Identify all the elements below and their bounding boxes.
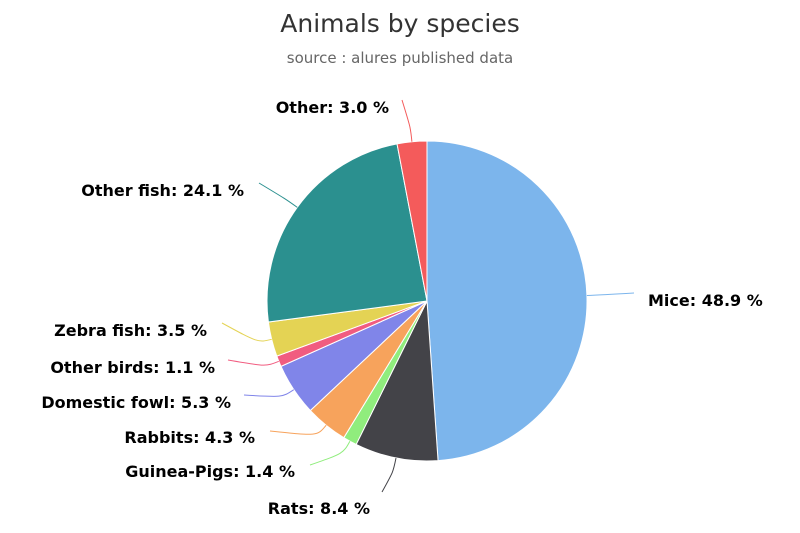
slice-label-rabbits: Rabbits: 4.3 % (124, 428, 255, 447)
pie-slice-mice[interactable] (426, 140, 588, 462)
connector-line (269, 424, 327, 435)
connector-line (221, 322, 272, 342)
connector-line (258, 182, 298, 208)
slice-label-mice: Mice: 48.9 % (648, 291, 763, 310)
slice-label-rats: Rats: 8.4 % (268, 499, 370, 518)
connector-line (381, 457, 397, 493)
connector-line (586, 292, 635, 296)
pie-slice-other-fish[interactable] (266, 143, 428, 323)
slice-label-other: Other: 3.0 % (276, 98, 389, 117)
slice-label-zebra-fish: Zebra fish: 3.5 % (54, 321, 207, 340)
slice-labels: Mice: 48.9 % Rats: 8.4 % Guinea-Pigs: 1.4 … (41, 98, 762, 518)
label-connectors (221, 99, 635, 493)
pie-slice-other[interactable] (396, 140, 428, 302)
pie-slice-rats[interactable] (355, 299, 439, 462)
slice-label-other-birds: Other birds: 1.1 % (50, 358, 215, 377)
slice-label-other-fish: Other fish: 24.1 % (81, 181, 244, 200)
chart-subtitle: source : alures published data (287, 49, 513, 67)
slice-label-guinea-pigs: Guinea-Pigs: 1.4 % (125, 462, 295, 481)
connector-line (227, 359, 279, 366)
pie-slices (266, 140, 588, 462)
chart-title: Animals by species (280, 9, 519, 38)
connector-line (401, 99, 413, 142)
connector-line (243, 389, 295, 397)
connector-line (309, 440, 351, 466)
slice-label-domestic-fowl: Domestic fowl: 5.3 % (41, 393, 231, 412)
